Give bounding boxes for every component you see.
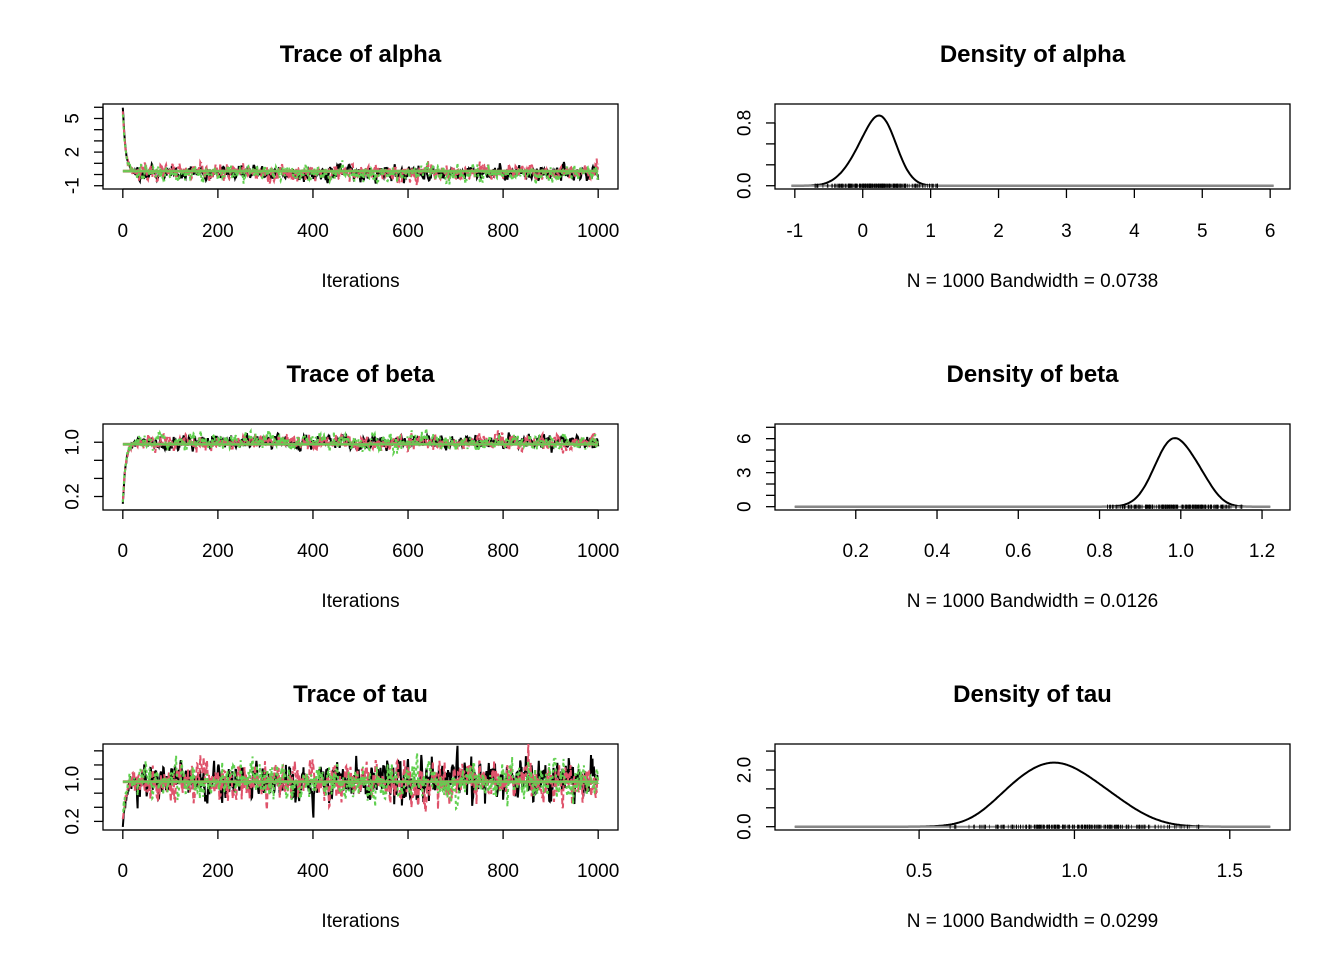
x-tick-label: 0.6 (1005, 541, 1031, 562)
x-tick-label: 1.0 (1168, 541, 1194, 562)
panel-title: Trace of tau (293, 681, 428, 708)
density-curve (794, 761, 1271, 828)
x-tick-label: 200 (202, 221, 234, 242)
density-alpha-panel: Density of alpha N = 1000 Bandwidth = 0.0… (735, 41, 1291, 292)
x-tick-label: 1.2 (1249, 541, 1275, 562)
y-tick-label: 0.2 (63, 808, 84, 834)
y-tick-label: 5 (63, 113, 84, 124)
x-tick-label: 0 (118, 221, 129, 242)
x-tick-label: 0.5 (906, 861, 932, 882)
y-tick-label: -1 (63, 177, 84, 194)
x-tick-label: -1 (786, 221, 803, 242)
x-axis-label: Iterations (321, 911, 399, 932)
x-axis-label: N = 1000 Bandwidth = 0.0738 (907, 271, 1158, 292)
x-tick-label: 400 (297, 221, 329, 242)
x-tick-label: 0.4 (924, 541, 951, 562)
y-tick-label: 3 (735, 467, 756, 478)
x-tick-label: 200 (202, 541, 234, 562)
rug (1107, 504, 1243, 509)
x-tick-label: 0 (118, 861, 129, 882)
y-tick-label: 0.8 (735, 110, 756, 136)
y-tick-label: 2 (63, 147, 84, 158)
x-tick-label: 800 (487, 861, 519, 882)
panel-title: Density of alpha (940, 41, 1126, 68)
trace-chain-2 (121, 111, 600, 186)
x-axis-label: Iterations (321, 271, 399, 292)
x-tick-label: 1 (925, 221, 936, 242)
x-tick-label: 0 (857, 221, 868, 242)
x-tick-label: 4 (1129, 221, 1140, 242)
x-tick-label: 600 (392, 221, 424, 242)
y-tick-label: 0.0 (735, 173, 756, 199)
plot-frame (774, 423, 1291, 511)
y-tick-label: 2.0 (735, 757, 756, 783)
panel-title: Density of tau (953, 681, 1112, 708)
plot-frame (102, 423, 619, 511)
trace-tau-panel: Trace of tau Iterations 0 200 400 600 800 1000 0… (63, 681, 620, 932)
x-tick-label: 1.5 (1217, 861, 1243, 882)
x-tick-label: 0.2 (843, 541, 869, 562)
density-beta-panel: Density of beta N = 1000 Bandwidth = 0.01… (735, 361, 1291, 612)
x-tick-label: 800 (487, 541, 519, 562)
plot-frame (102, 743, 619, 831)
x-axis-label: Iterations (321, 591, 399, 612)
y-tick-label: 6 (735, 433, 756, 444)
x-tick-label: 800 (487, 221, 519, 242)
density-curve (794, 437, 1271, 508)
x-tick-label: 6 (1265, 221, 1276, 242)
x-tick-label: 400 (297, 541, 329, 562)
x-tick-label: 600 (392, 541, 424, 562)
plot-frame (774, 743, 1291, 831)
x-tick-label: 1.0 (1061, 861, 1087, 882)
x-tick-label: 1000 (577, 541, 619, 562)
x-tick-label: 2 (993, 221, 1004, 242)
x-tick-label: 600 (392, 861, 424, 882)
panel-title: Trace of alpha (280, 41, 442, 68)
x-tick-label: 1000 (577, 861, 619, 882)
rug (814, 183, 938, 188)
rug (949, 824, 1200, 829)
x-tick-label: 1000 (577, 221, 619, 242)
x-axis-label: N = 1000 Bandwidth = 0.0126 (907, 591, 1158, 612)
x-tick-label: 5 (1197, 221, 1208, 242)
y-tick-label: 1.0 (63, 766, 84, 792)
y-tick-label: 0.2 (63, 483, 84, 509)
plot-frame (102, 103, 619, 190)
panel-title: Density of beta (946, 361, 1119, 388)
x-tick-label: 200 (202, 861, 234, 882)
panel-title: Trace of beta (286, 361, 435, 388)
x-tick-label: 0.8 (1086, 541, 1112, 562)
density-tau-panel: Density of tau N = 1000 Bandwidth = 0.029… (735, 681, 1291, 932)
x-axis-label: N = 1000 Bandwidth = 0.0299 (907, 911, 1158, 932)
y-tick-label: 0.0 (735, 813, 756, 839)
x-tick-label: 400 (297, 861, 329, 882)
x-tick-label: 0 (118, 541, 129, 562)
trace-alpha-panel: Trace of alpha Iterations 0 200 400 600 800 100… (63, 41, 620, 292)
trace-chain-3 (121, 425, 600, 503)
y-tick-label: 1.0 (63, 429, 84, 455)
plot-frame (774, 103, 1291, 190)
trace-beta-panel: Trace of beta Iterations 0 200 400 600 800 1000… (63, 361, 620, 612)
trace-chain-2 (121, 744, 600, 820)
y-tick-label: 0 (735, 501, 756, 512)
x-tick-label: 3 (1061, 221, 1072, 242)
density-curve (791, 114, 1274, 187)
trace-chain-3 (122, 753, 600, 814)
